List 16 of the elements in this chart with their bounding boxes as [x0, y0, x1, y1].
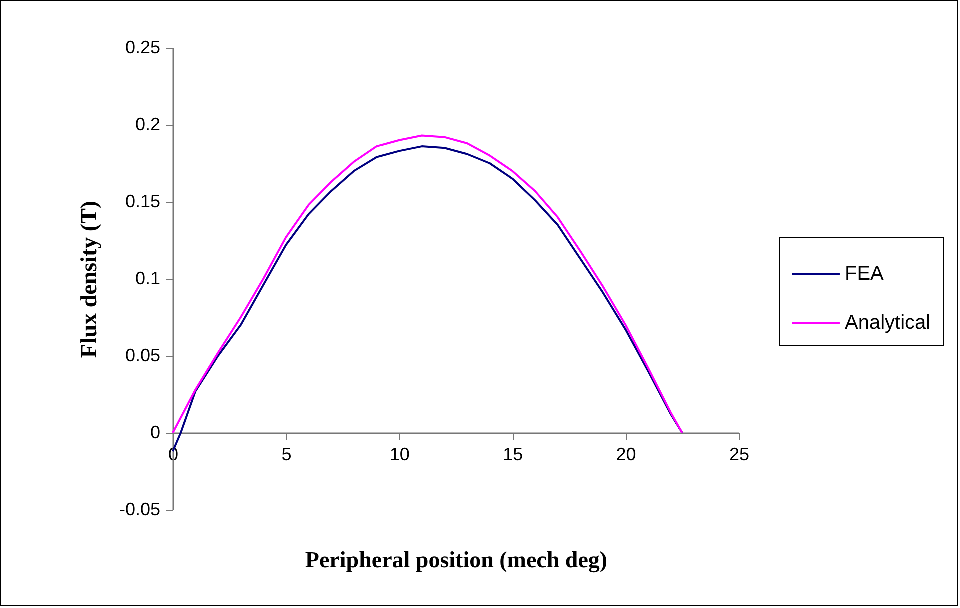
- y-tick-label: 0.05: [125, 346, 160, 366]
- x-tick-label: 25: [729, 444, 750, 464]
- legend-label: Analytical: [845, 312, 931, 334]
- y-tick-label: 0.25: [125, 38, 160, 58]
- y-axis-title: Flux density (T): [76, 200, 102, 358]
- x-tick-label: 20: [616, 444, 636, 464]
- legend-label: FEA: [845, 263, 885, 285]
- x-axis-title: Peripheral position (mech deg): [305, 548, 608, 574]
- x-tick-label: 10: [390, 444, 410, 464]
- x-tick-label: 15: [503, 444, 524, 464]
- y-tick-label: 0.2: [135, 114, 160, 134]
- y-tick-label: 0.1: [135, 268, 160, 288]
- y-tick-label: 0.15: [125, 192, 160, 212]
- y-tick-label: -0.05: [119, 500, 160, 520]
- x-tick-label: 5: [282, 444, 292, 464]
- y-tick-label: 0: [150, 422, 160, 442]
